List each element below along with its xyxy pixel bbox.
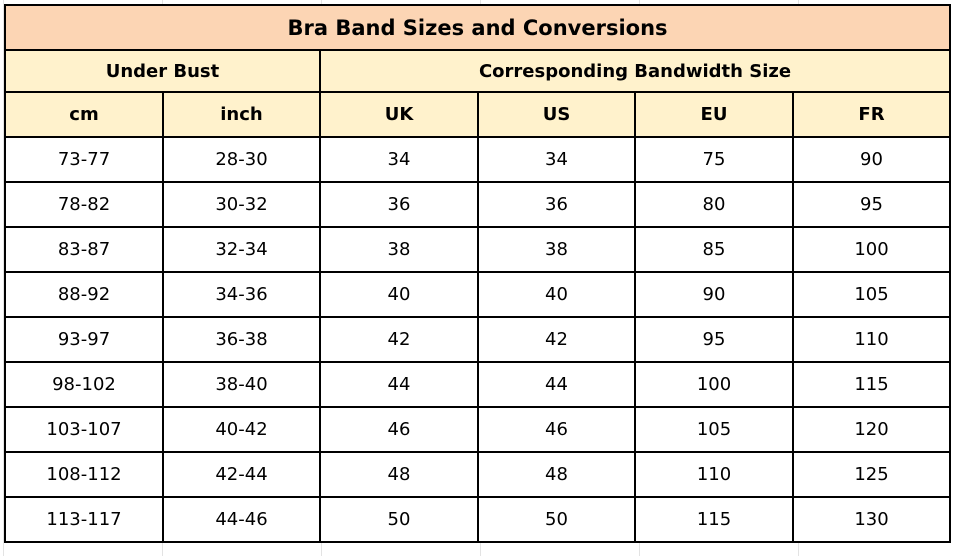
- column-header-inch[interactable]: inch: [162, 91, 321, 138]
- cell-fr[interactable]: 115: [792, 361, 951, 408]
- cell-us[interactable]: 50: [477, 496, 636, 543]
- cell-us[interactable]: 42: [477, 316, 636, 363]
- cell-uk[interactable]: 38: [319, 226, 479, 273]
- cell-uk[interactable]: 40: [319, 271, 479, 318]
- cell-uk[interactable]: 48: [319, 451, 479, 498]
- cell-uk[interactable]: 42: [319, 316, 479, 363]
- cell-inch[interactable]: 28-30: [162, 136, 321, 183]
- column-header-cm[interactable]: cm: [4, 91, 164, 138]
- cell-eu[interactable]: 90: [634, 271, 794, 318]
- group-header-bandwidth[interactable]: Corresponding Bandwidth Size: [319, 49, 951, 93]
- cell-cm[interactable]: 93-97: [4, 316, 164, 363]
- cell-inch[interactable]: 44-46: [162, 496, 321, 543]
- cell-eu[interactable]: 95: [634, 316, 794, 363]
- cell-cm[interactable]: 103-107: [4, 406, 164, 453]
- table-row: 113-117 44-46 50 50 115 130: [4, 496, 951, 543]
- cell-us[interactable]: 38: [477, 226, 636, 273]
- cell-fr[interactable]: 130: [792, 496, 951, 543]
- cell-eu[interactable]: 100: [634, 361, 794, 408]
- cell-uk[interactable]: 46: [319, 406, 479, 453]
- table-row: 93-97 36-38 42 42 95 110: [4, 316, 951, 363]
- cell-cm[interactable]: 108-112: [4, 451, 164, 498]
- cell-us[interactable]: 44: [477, 361, 636, 408]
- cell-fr[interactable]: 105: [792, 271, 951, 318]
- cell-eu[interactable]: 75: [634, 136, 794, 183]
- cell-fr[interactable]: 95: [792, 181, 951, 228]
- cell-us[interactable]: 40: [477, 271, 636, 318]
- cell-us[interactable]: 36: [477, 181, 636, 228]
- cell-cm[interactable]: 98-102: [4, 361, 164, 408]
- cell-uk[interactable]: 34: [319, 136, 479, 183]
- cell-us[interactable]: 48: [477, 451, 636, 498]
- cell-uk[interactable]: 44: [319, 361, 479, 408]
- cell-cm[interactable]: 73-77: [4, 136, 164, 183]
- bra-size-table: Bra Band Sizes and Conversions Under Bus…: [4, 4, 951, 543]
- cell-cm[interactable]: 113-117: [4, 496, 164, 543]
- table-row: 73-77 28-30 34 34 75 90: [4, 136, 951, 183]
- cell-eu[interactable]: 110: [634, 451, 794, 498]
- cell-uk[interactable]: 36: [319, 181, 479, 228]
- column-header-eu[interactable]: EU: [634, 91, 794, 138]
- cell-inch[interactable]: 36-38: [162, 316, 321, 363]
- cell-inch[interactable]: 30-32: [162, 181, 321, 228]
- cell-uk[interactable]: 50: [319, 496, 479, 543]
- table-row: 108-112 42-44 48 48 110 125: [4, 451, 951, 498]
- cell-cm[interactable]: 78-82: [4, 181, 164, 228]
- table-row: 103-107 40-42 46 46 105 120: [4, 406, 951, 453]
- title-row: Bra Band Sizes and Conversions: [4, 4, 951, 51]
- table-body: 73-77 28-30 34 34 75 90 78-82 30-32 36 36 80 95 83-8…: [4, 136, 951, 543]
- cell-inch[interactable]: 32-34: [162, 226, 321, 273]
- column-header-row: cm inch UK US EU FR: [4, 91, 951, 138]
- cell-fr[interactable]: 90: [792, 136, 951, 183]
- table-row: 83-87 32-34 38 38 85 100: [4, 226, 951, 273]
- table-row: 78-82 30-32 36 36 80 95: [4, 181, 951, 228]
- cell-inch[interactable]: 42-44: [162, 451, 321, 498]
- group-header-row: Under Bust Corresponding Bandwidth Size: [4, 49, 951, 93]
- cell-us[interactable]: 46: [477, 406, 636, 453]
- group-header-under-bust[interactable]: Under Bust: [4, 49, 321, 93]
- column-header-uk[interactable]: UK: [319, 91, 479, 138]
- table-row: 88-92 34-36 40 40 90 105: [4, 271, 951, 318]
- cell-eu[interactable]: 105: [634, 406, 794, 453]
- column-header-us[interactable]: US: [477, 91, 636, 138]
- cell-inch[interactable]: 34-36: [162, 271, 321, 318]
- cell-inch[interactable]: 38-40: [162, 361, 321, 408]
- cell-fr[interactable]: 120: [792, 406, 951, 453]
- cell-cm[interactable]: 88-92: [4, 271, 164, 318]
- cell-fr[interactable]: 125: [792, 451, 951, 498]
- cell-eu[interactable]: 115: [634, 496, 794, 543]
- table-title[interactable]: Bra Band Sizes and Conversions: [4, 4, 951, 51]
- cell-eu[interactable]: 80: [634, 181, 794, 228]
- cell-eu[interactable]: 85: [634, 226, 794, 273]
- cell-us[interactable]: 34: [477, 136, 636, 183]
- cell-fr[interactable]: 110: [792, 316, 951, 363]
- table-row: 98-102 38-40 44 44 100 115: [4, 361, 951, 408]
- column-header-fr[interactable]: FR: [792, 91, 951, 138]
- cell-inch[interactable]: 40-42: [162, 406, 321, 453]
- cell-fr[interactable]: 100: [792, 226, 951, 273]
- cell-cm[interactable]: 83-87: [4, 226, 164, 273]
